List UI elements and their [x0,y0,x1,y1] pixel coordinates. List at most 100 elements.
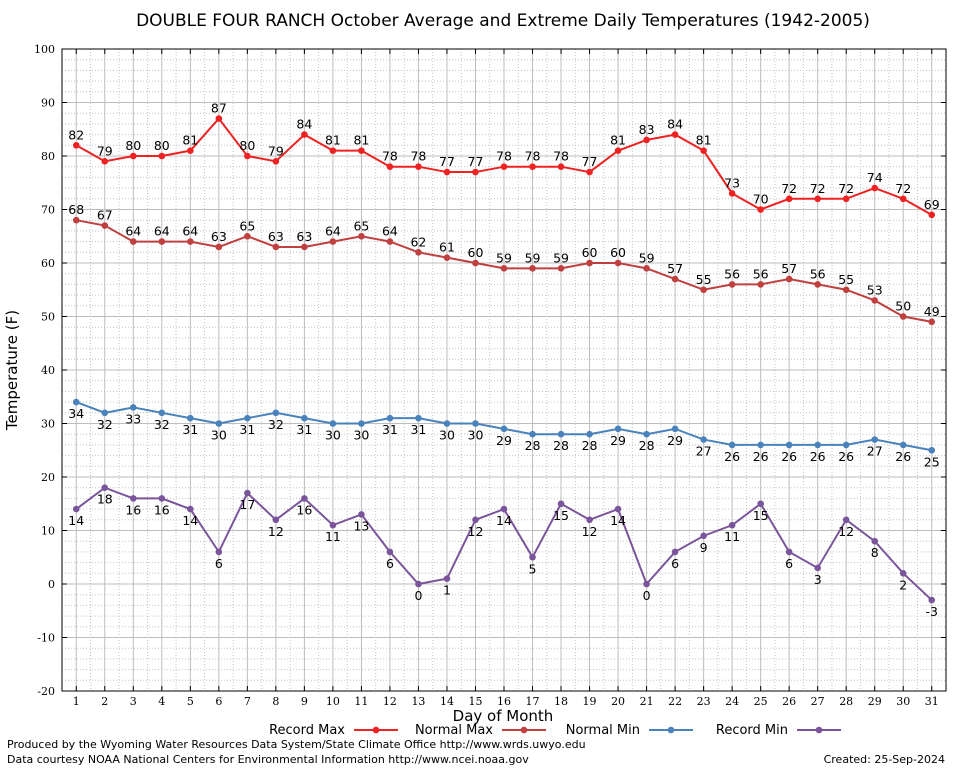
data-label: 16 [154,502,170,517]
x-tick-label: 10 [326,695,340,708]
data-point [785,275,793,283]
y-tick-label: 80 [41,150,55,163]
data-label: 5 [529,561,537,576]
data-label: 82 [68,127,84,142]
x-tick-label: 6 [215,695,222,708]
data-label: 26 [895,449,911,464]
data-label: 30 [468,428,484,443]
data-label: 80 [239,138,255,153]
data-label: 65 [239,218,255,233]
data-point [557,265,565,272]
data-label: 30 [211,428,227,443]
data-point [700,436,707,443]
data-point [158,152,166,160]
data-point [871,537,879,545]
data-label: 81 [325,133,341,148]
data-label: 59 [553,250,569,265]
data-point [158,238,166,245]
data-label: 59 [525,250,541,265]
data-label: 31 [182,422,198,437]
data-point [814,195,821,203]
data-point [671,548,679,556]
data-point [557,163,565,170]
data-label: 3 [814,572,822,587]
x-tick-label: 17 [526,695,540,708]
data-label: 17 [239,497,255,512]
data-point [728,441,736,449]
data-point [500,505,508,513]
data-point [244,232,251,240]
data-point [643,580,650,588]
data-point [871,297,879,304]
data-point [529,430,536,438]
data-label: 63 [268,229,284,244]
x-tick-label: 28 [839,695,853,708]
data-label: 31 [382,422,398,437]
x-tick-label: 11 [354,695,368,708]
data-label: 33 [125,411,141,426]
data-point [301,131,308,138]
data-label: 77 [468,154,484,169]
data-label: 15 [553,508,569,523]
data-label: 61 [439,240,455,255]
data-label: 77 [582,154,598,169]
legend-swatch-marker [372,726,380,734]
data-label: 60 [610,245,626,260]
data-point [757,281,764,288]
data-label: 59 [639,250,655,265]
data-label: 28 [525,438,541,453]
data-label: 70 [753,192,769,207]
data-point [101,484,109,492]
data-point [415,163,422,170]
x-tick-label: 19 [583,695,597,708]
data-label: 12 [268,524,284,539]
data-point [586,259,593,267]
legend-swatch-marker [520,726,528,734]
data-point [871,436,879,443]
data-point [187,414,194,422]
data-point [472,259,479,267]
x-tick-label: 25 [754,695,768,708]
data-point [215,548,223,556]
data-point [329,147,337,154]
series-record-max: 82 79 80 80 81 87 80 79 84 81 81 78 78 77 77 78 78 78 77 81… [68,101,940,219]
data-label: 63 [296,229,312,244]
data-point [272,158,280,165]
data-label: 26 [838,449,854,464]
data-label: 14 [68,513,84,528]
x-tick-label: 12 [383,695,397,708]
y-tick-label: 50 [41,311,55,324]
data-point [358,232,365,240]
data-label: 72 [810,181,826,196]
data-point [700,286,707,294]
data-label: 30 [439,428,455,443]
data-point [187,147,194,154]
data-label: 18 [97,492,113,507]
data-label: 78 [525,149,541,164]
data-point [586,168,593,176]
data-label: 64 [182,224,198,239]
y-tick-label: 70 [41,204,55,217]
y-tick-label: -10 [37,632,55,645]
x-tick-label: 2 [101,695,108,708]
data-point [928,318,936,326]
data-label: -3 [926,604,938,619]
data-label: 29 [610,433,626,448]
data-point [814,281,821,288]
data-label: 12 [582,524,598,539]
y-tick-label: 90 [41,97,55,110]
data-label: 79 [97,143,113,158]
data-point [814,441,821,449]
data-point [500,265,508,272]
data-label: 69 [924,197,940,212]
legend-label: Normal Max [415,723,493,738]
data-label: 28 [582,438,598,453]
data-point [215,115,223,122]
data-label: 81 [610,133,626,148]
data-label: 16 [125,502,141,517]
data-label: 32 [268,417,284,432]
data-label: 80 [154,138,170,153]
data-point [500,425,508,433]
data-label: 15 [753,508,769,523]
data-point [72,505,80,513]
